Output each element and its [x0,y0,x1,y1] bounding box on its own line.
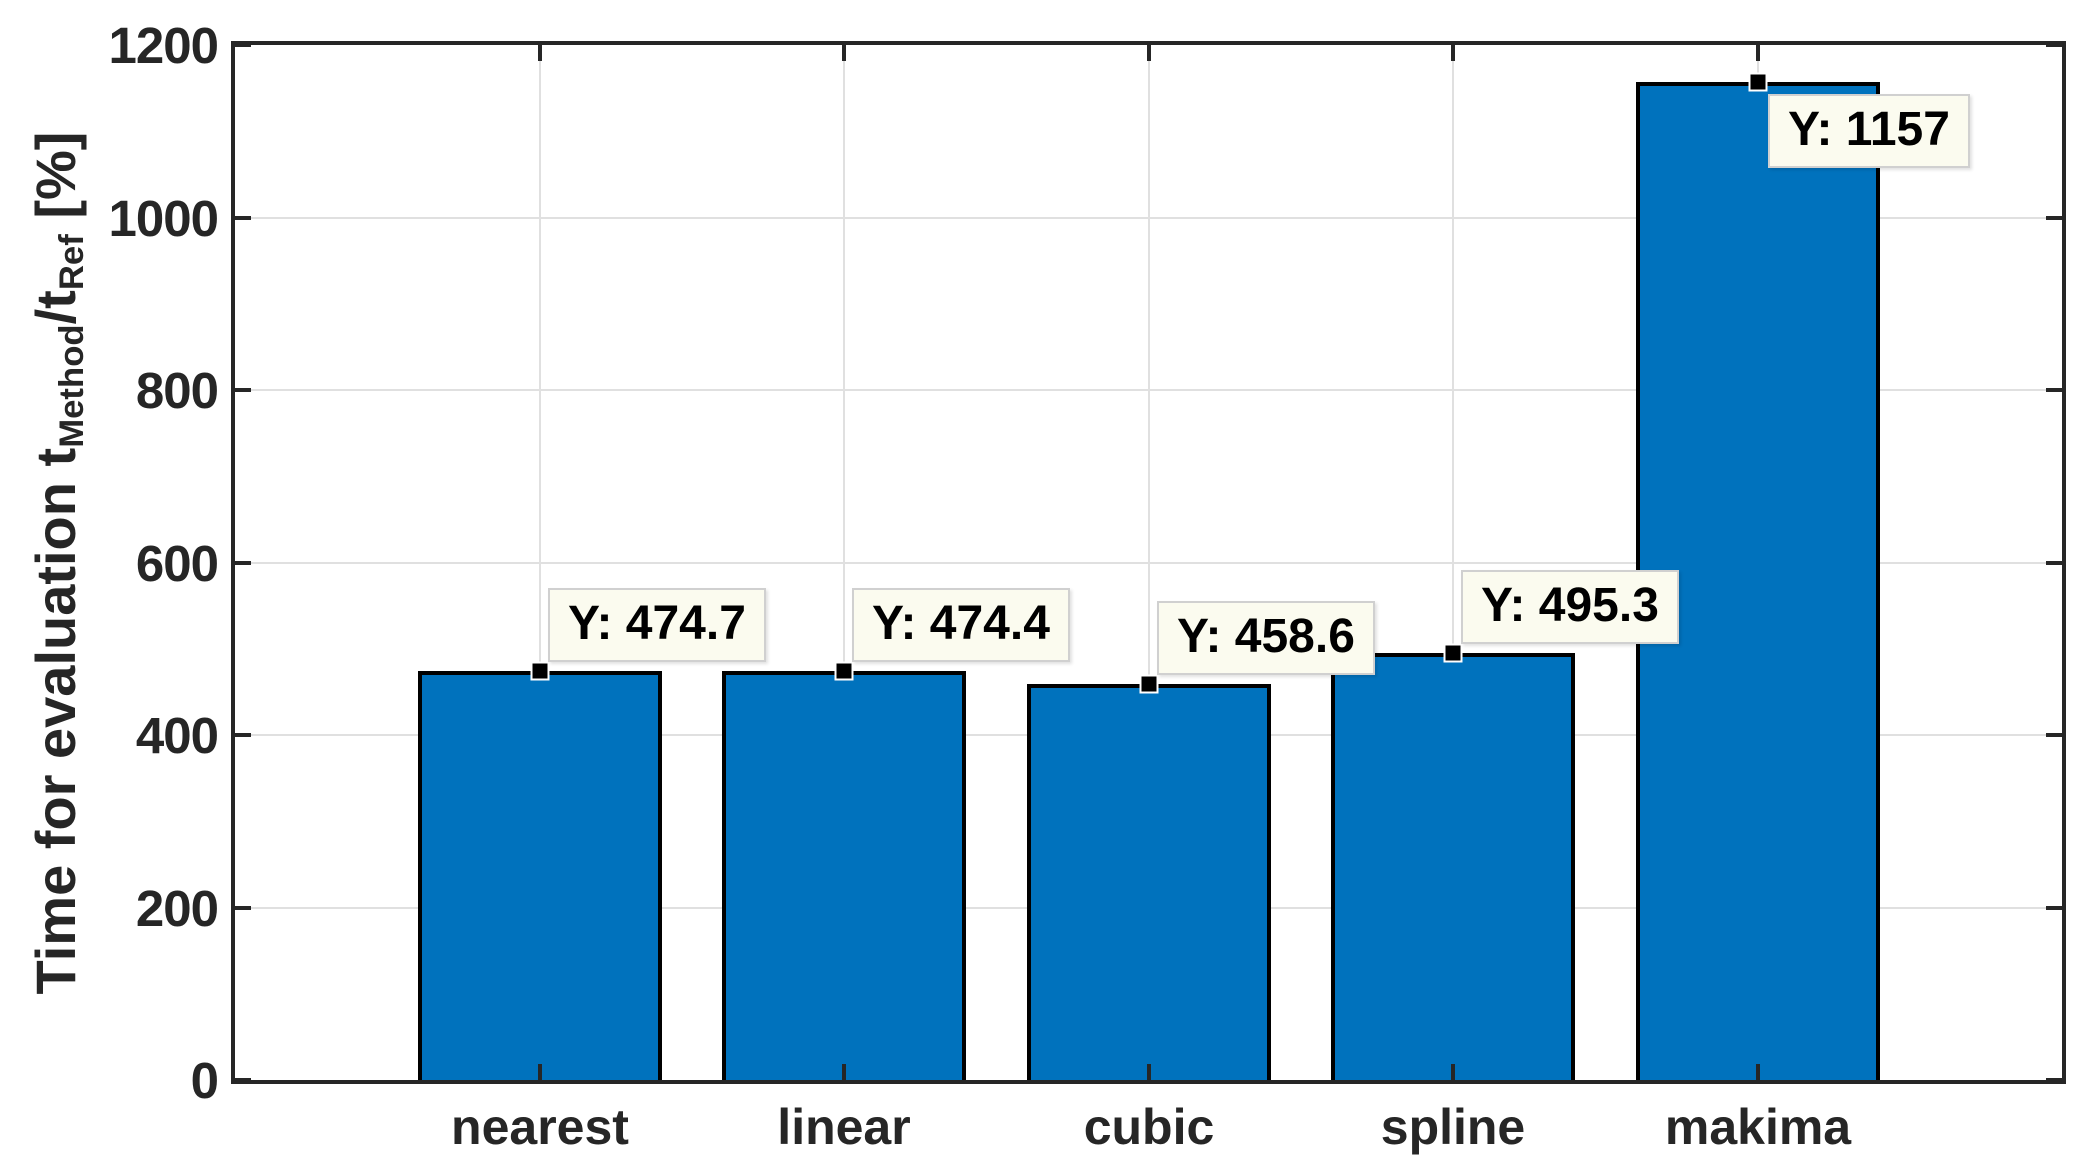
datatip-spline[interactable]: Y: 495.3 [1461,570,1679,644]
x-tick-bottom-makima [1756,1064,1760,1080]
x-tick-label-nearest: nearest [451,1099,629,1155]
y-tick-label-1000: 1000 [108,190,219,247]
gridline-horizontal-800 [235,389,2062,391]
x-tick-bottom-spline [1451,1064,1455,1080]
x-tick-bottom-linear [842,1064,846,1080]
y-tick-label-800: 800 [135,362,219,419]
y-tick-left-800 [235,388,251,392]
y-axis-label-text-2: /t [24,290,87,325]
x-tick-label-spline: spline [1380,1099,1526,1155]
x-tick-top-linear [842,45,846,61]
x-tick-top-makima [1756,45,1760,61]
bar-cubic[interactable] [1027,684,1271,1080]
y-tick-left-200 [235,906,251,910]
plot-area: Y: 474.7 Y: 474.4 Y: 458.6 Y: 495.3 Y: 1157 [231,41,2066,1084]
y-tick-right-400 [2046,733,2062,737]
y-tick-right-1200 [2046,43,2062,47]
x-tick-bottom-nearest [538,1064,542,1080]
datatip-linear[interactable]: Y: 474.4 [852,588,1070,662]
gridline-horizontal-600 [235,562,2062,564]
y-tick-left-400 [235,733,251,737]
datatip-makima[interactable]: Y: 1157 [1768,94,1970,168]
datatip-marker-linear[interactable] [834,661,854,681]
x-tick-label-cubic: cubic [1083,1099,1215,1155]
y-tick-left-600 [235,561,251,565]
bar-spline[interactable] [1331,653,1575,1080]
x-tick-top-nearest [538,45,542,61]
x-tick-bottom-cubic [1147,1064,1151,1080]
bar-linear[interactable] [722,671,966,1080]
y-tick-label-600: 600 [135,535,219,592]
y-tick-right-600 [2046,561,2062,565]
gridline-horizontal-1000 [235,217,2062,219]
x-tick-label-makima: makima [1664,1099,1852,1155]
x-tick-label-linear: linear [777,1099,911,1155]
y-tick-right-800 [2046,388,2062,392]
bar-nearest[interactable] [418,671,662,1080]
datatip-marker-cubic[interactable] [1139,674,1159,694]
x-tick-top-spline [1451,45,1455,61]
y-tick-right-0 [2046,1078,2062,1082]
y-tick-left-0 [235,1078,251,1082]
y-tick-right-200 [2046,906,2062,910]
datatip-nearest[interactable]: Y: 474.7 [548,588,766,662]
y-tick-label-400: 400 [135,707,219,764]
datatip-marker-makima[interactable] [1748,72,1768,92]
y-tick-right-1000 [2046,216,2062,220]
datatip-marker-nearest[interactable] [530,661,550,681]
y-tick-left-1200 [235,43,251,47]
x-tick-top-cubic [1147,45,1151,61]
y-tick-label-0: 0 [190,1052,219,1109]
y-tick-label-1200: 1200 [108,17,219,74]
datatip-marker-spline[interactable] [1443,643,1463,663]
datatip-cubic[interactable]: Y: 458.6 [1157,601,1375,675]
y-tick-label-200: 200 [135,880,219,937]
y-tick-left-1000 [235,216,251,220]
